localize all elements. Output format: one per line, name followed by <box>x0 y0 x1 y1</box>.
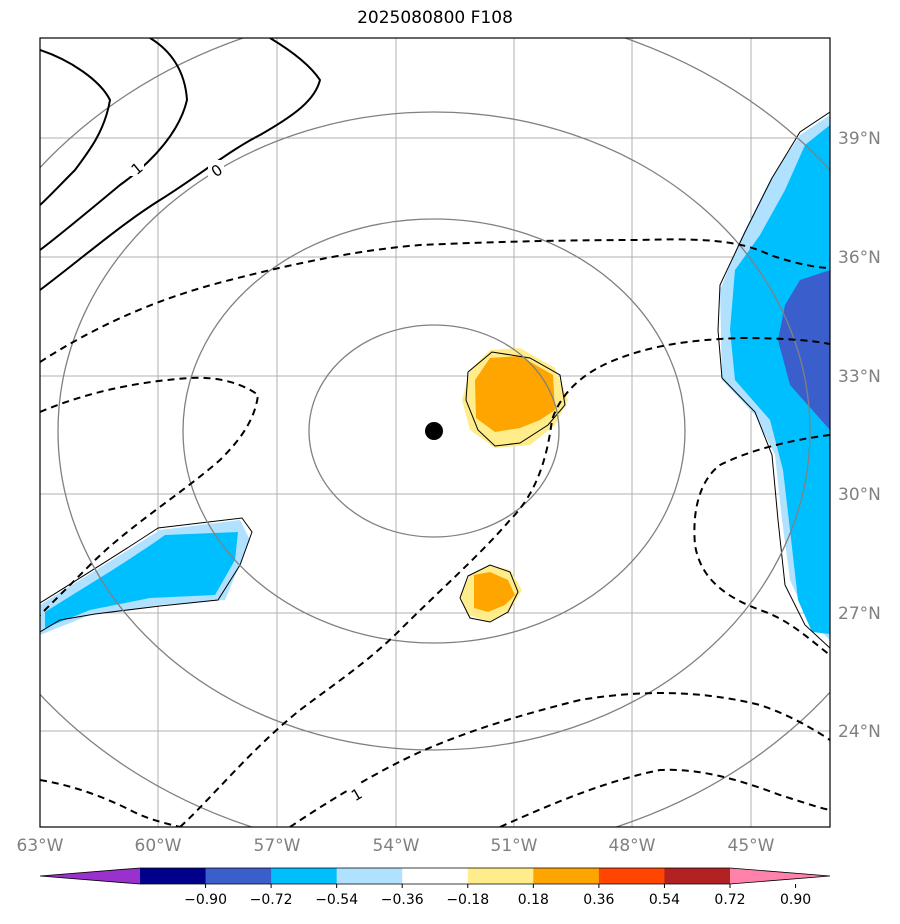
latitude-labels: 39°N 36°N 33°N 30°N 27°N 24°N <box>838 129 881 742</box>
lon-label: 48°W <box>609 836 656 856</box>
negative-anomaly-west <box>40 517 253 635</box>
lat-label: 27°N <box>838 604 881 624</box>
map-title: 2025080800 F108 <box>357 8 513 28</box>
colorbar-tick-label: −0.72 <box>250 892 293 908</box>
map-frame <box>39 37 831 828</box>
colorbar-segment <box>140 868 207 884</box>
lat-label: 24°N <box>838 722 881 742</box>
colorbar-segment <box>467 868 534 884</box>
colorbar-tick-label: 0.72 <box>714 892 745 908</box>
lat-label: 30°N <box>838 485 881 505</box>
lon-label: 54°W <box>373 836 420 856</box>
positive-anomaly-north <box>462 348 568 448</box>
colorbar-segment <box>402 868 469 884</box>
colorbar-tick-label: 0.18 <box>518 892 549 908</box>
solid-contours <box>40 38 322 291</box>
lon-label: 51°W <box>491 836 538 856</box>
negative-anomaly-east <box>717 111 830 649</box>
colorbar-outline <box>39 867 831 885</box>
colorbar-tick-label: −0.54 <box>315 892 358 908</box>
colorbar-tick-label: 0.54 <box>649 892 680 908</box>
colorbar-tick-label: −0.18 <box>446 892 489 908</box>
colorbar-extend-max <box>730 868 830 884</box>
colorbar-segment <box>664 868 731 884</box>
colorbar-tick-label: 0.90 <box>780 892 811 908</box>
colorbar-extend-min <box>40 868 140 884</box>
longitude-labels: 63°W 60°W 57°W 54°W 51°W 48°W 45°W <box>17 836 775 856</box>
positive-anomaly-south <box>459 564 522 623</box>
contour-labels: 1 0 1 <box>128 158 365 805</box>
lon-label: 45°W <box>728 836 775 856</box>
lon-label: 63°W <box>17 836 64 856</box>
colorbar-tick-label: −0.36 <box>381 892 424 908</box>
colorbar <box>39 867 831 885</box>
lat-label: 33°N <box>838 367 881 387</box>
colorbar-tick-label: −0.90 <box>184 892 227 908</box>
colorbar-segment <box>205 868 272 884</box>
lat-label: 39°N <box>838 129 881 149</box>
lon-label: 57°W <box>254 836 301 856</box>
map-area: 1 0 1 <box>40 38 830 827</box>
storm-center-dot <box>425 422 443 440</box>
lon-label: 60°W <box>135 836 182 856</box>
colorbar-segment <box>598 868 665 884</box>
colorbar-segment <box>271 868 338 884</box>
colorbar-tick-labels: −0.90 −0.72 −0.54 −0.36 −0.18 0.18 0.36 0.54 0.7… <box>184 884 811 908</box>
lat-label: 36°N <box>838 248 881 268</box>
colorbar-segment <box>533 868 600 884</box>
colorbar-segment <box>336 868 403 884</box>
dashed-contours <box>40 238 830 827</box>
colorbar-tick-label: 0.36 <box>583 892 614 908</box>
range-rings <box>40 38 830 827</box>
